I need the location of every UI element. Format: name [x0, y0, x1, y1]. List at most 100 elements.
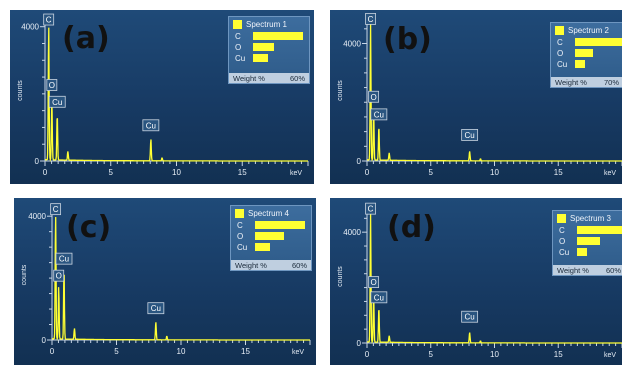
x-tick-label: 15: [238, 168, 247, 177]
peak-label-text: Cu: [465, 131, 475, 140]
legend-bar-c: [253, 32, 303, 40]
peak-label-text: C: [368, 15, 374, 24]
y-tick-label: 0: [42, 336, 47, 345]
weight-label: Weight %: [233, 74, 265, 83]
peak-label-text: Cu: [465, 313, 475, 322]
peak-label-box: [461, 129, 479, 141]
peak-label-cu: Cu: [370, 291, 388, 304]
y-axis-label: counts: [21, 264, 28, 285]
legend-element-o: O: [235, 43, 242, 52]
legend-element-o: O: [559, 237, 566, 246]
legend-bar-cu: [255, 243, 270, 251]
spectrum-panel-b: 0 5 10 15 keV 0 4000 counts C O Cu Cu (b) Spectrum …: [330, 10, 622, 184]
peak-label-cu: Cu: [48, 95, 66, 108]
legend-bar-o: [253, 43, 274, 51]
x-tick-label: 0: [365, 350, 370, 359]
spectrum-line: [367, 213, 622, 344]
weight-label: Weight %: [557, 266, 589, 275]
peak-label-box: [368, 90, 380, 103]
peak-label-box: [147, 302, 165, 315]
y-tick-label: 0: [357, 157, 362, 166]
x-axis-label: keV: [292, 349, 304, 356]
legend-box-a: Spectrum 1 C O Cu Weight % 60%: [228, 16, 310, 84]
legend-element-cu: Cu: [559, 248, 570, 257]
peak-label-box: [53, 269, 65, 282]
peak-label-c: C: [365, 202, 376, 215]
legend-spectrum-name: Spectrum 1: [246, 20, 287, 29]
legend-box-d: Spectrum 3 C O Cu Weight % 60%: [552, 210, 622, 276]
x-tick-label: 0: [365, 168, 370, 177]
peak-label-c: C: [365, 13, 376, 25]
peak-label-cu: Cu: [370, 108, 388, 121]
peak-label-o: O: [368, 90, 380, 103]
y-axis-label: counts: [337, 266, 344, 287]
peak-label-box: [370, 108, 388, 121]
y-axis-label: counts: [17, 80, 24, 101]
weight-label: Weight %: [555, 78, 587, 87]
peak-label-o: O: [53, 269, 65, 282]
peak-label-box: [370, 291, 388, 304]
peak-label-cu: Cu: [55, 252, 73, 265]
spectrum-panel-c: 0 5 10 15 keV 0 4000 counts C O Cu Cu (c) Spectrum …: [14, 198, 316, 365]
peak-label-text: O: [371, 278, 377, 287]
peak-label-c: C: [50, 203, 62, 216]
legend-bar-o: [577, 237, 600, 245]
legend-bar-c: [255, 221, 305, 229]
legend-swatch: [235, 209, 244, 218]
x-tick-label: 10: [177, 347, 186, 356]
peak-label-text: Cu: [146, 121, 156, 130]
peak-label-cu: Cu: [142, 119, 160, 132]
legend-element-c: C: [557, 38, 563, 47]
panel-label-b: (b): [383, 22, 432, 57]
legend-bar-cu: [577, 248, 587, 256]
peak-label-box: [50, 203, 62, 216]
spectrum-line: [52, 216, 310, 341]
peak-label-text: Cu: [374, 293, 384, 302]
x-tick-label: 15: [554, 350, 563, 359]
peak-label-text: Cu: [52, 98, 62, 107]
legend-element-o: O: [237, 232, 244, 241]
peak-label-box: [46, 79, 58, 91]
y-axis-label: counts: [337, 80, 344, 101]
peak-label-o: O: [46, 79, 58, 91]
spectrum-line: [45, 27, 308, 162]
peak-label-cu: Cu: [461, 129, 479, 141]
peak-label-cu: Cu: [147, 302, 165, 315]
y-tick-label: 4000: [343, 228, 361, 237]
peak-label-text: O: [49, 81, 55, 90]
x-tick-label: 0: [43, 168, 48, 177]
y-tick-label: 4000: [28, 212, 46, 221]
peak-label-text: Cu: [374, 110, 384, 119]
x-tick-label: 10: [490, 168, 499, 177]
peak-label-box: [48, 95, 66, 108]
x-axis-label: keV: [604, 352, 616, 359]
y-tick-label: 0: [35, 157, 40, 166]
legend-element-o: O: [557, 49, 564, 58]
x-tick-label: 0: [50, 347, 55, 356]
peak-label-text: Cu: [59, 255, 69, 264]
legend-bar-o: [255, 232, 284, 240]
legend-box-c: Spectrum 4 C O Cu Weight % 60%: [230, 205, 312, 271]
legend-box-b: Spectrum 2 C O Cu Weight % 70%: [550, 22, 622, 88]
weight-value: 70%: [603, 78, 619, 87]
legend-spectrum-name: Spectrum 2: [568, 26, 609, 35]
x-axis-label: keV: [604, 170, 616, 177]
weight-label: Weight %: [235, 261, 267, 270]
legend-spectrum-name: Spectrum 4: [248, 209, 289, 218]
peak-label-text: O: [56, 272, 62, 281]
legend-element-c: C: [559, 226, 565, 235]
x-tick-label: 5: [114, 347, 119, 356]
peak-label-text: C: [46, 16, 52, 25]
peak-label-box: [55, 252, 73, 265]
legend-element-c: C: [235, 32, 241, 41]
legend-element-cu: Cu: [557, 60, 568, 69]
x-tick-label: 10: [172, 168, 181, 177]
legend-bar-o: [575, 49, 593, 57]
legend-swatch: [555, 26, 564, 35]
legend-element-cu: Cu: [237, 243, 248, 252]
panel-label-d: (d): [387, 210, 436, 245]
peak-label-box: [461, 310, 479, 323]
